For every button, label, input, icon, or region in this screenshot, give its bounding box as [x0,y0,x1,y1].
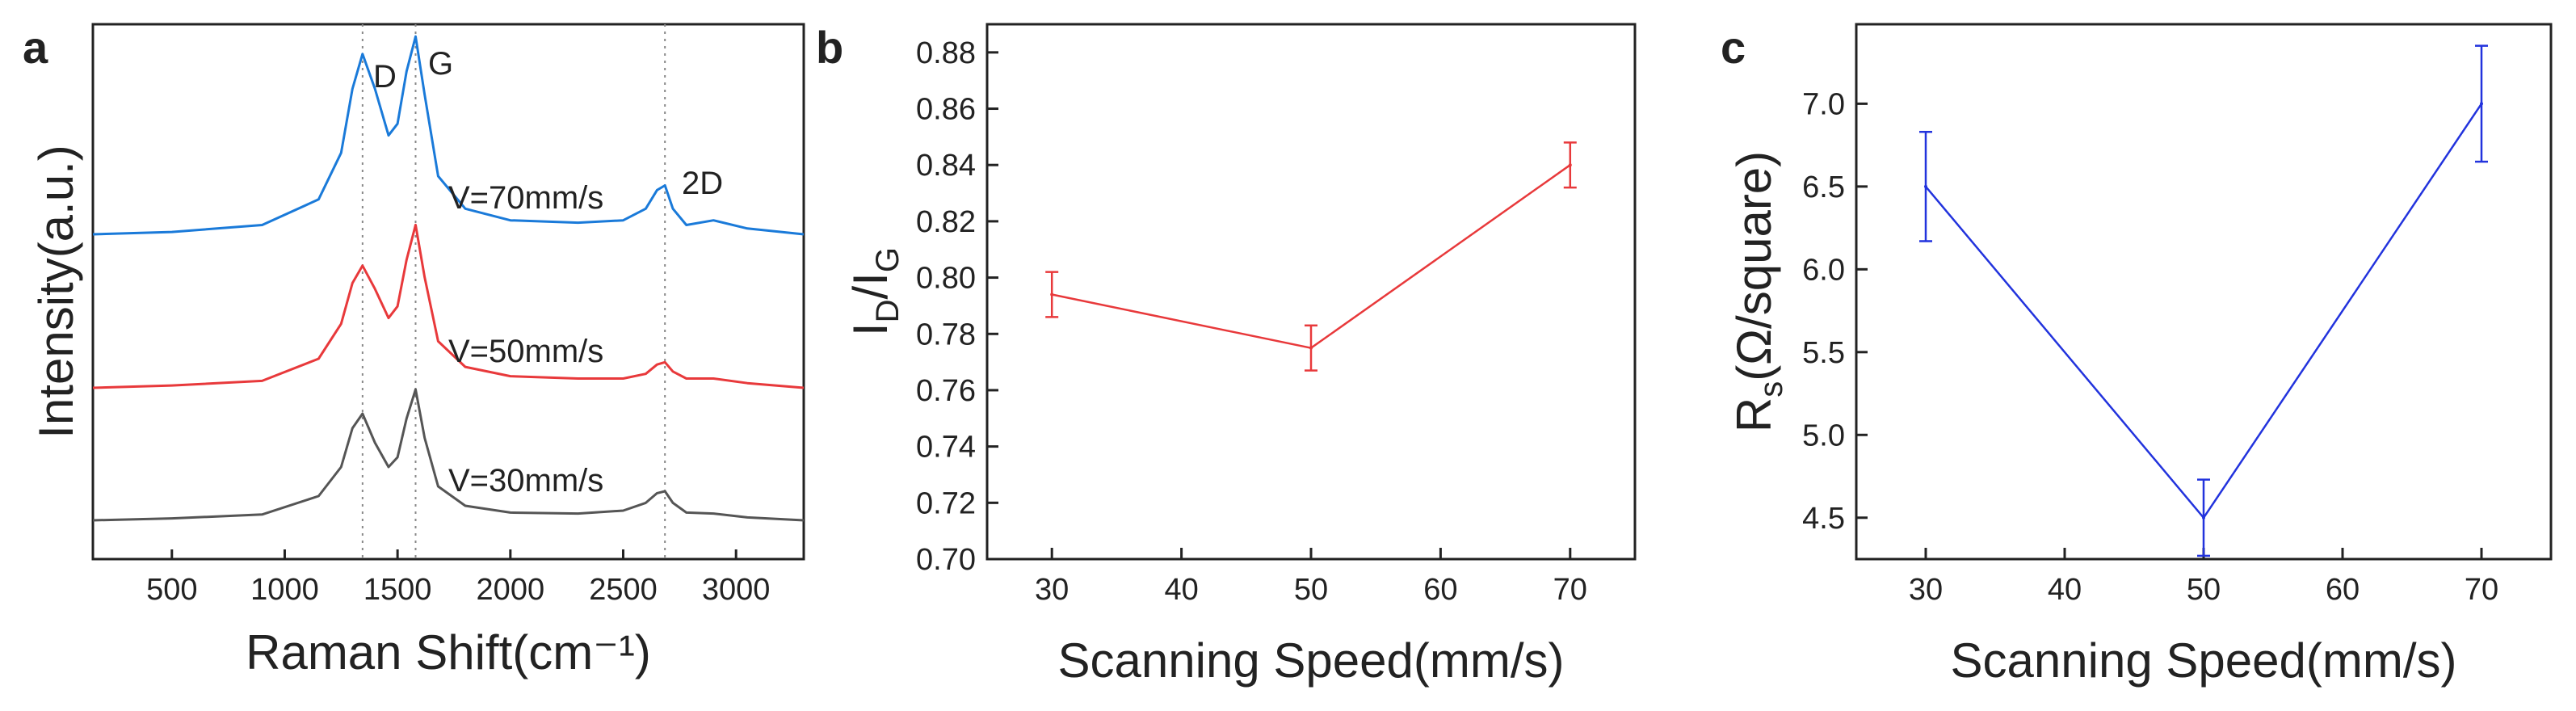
panel-c: 30 40 50 60 70 4.5 5.0 5.5 6.0 6.5 7.0 Scanning Sp… [1727,23,2553,688]
x-tick-label: 40 [1164,573,1198,607]
x-tick-label: 60 [2326,573,2360,607]
panel-b-series [1045,141,1577,372]
x-tick-label: 1500 [363,573,432,607]
x-tick-label: 70 [1553,573,1587,607]
series-label-50: V=50mm/s [448,334,603,369]
data-point [1568,163,1572,167]
data-point [2480,102,2483,106]
x-tick-label: 2500 [589,573,658,607]
x-tick-label: 50 [1294,573,1328,607]
y-tick-label: 0.88 [916,36,976,70]
panel-a-x-axis-title: Raman Shift(cm⁻¹) [246,625,651,679]
spectrum-line-2 [92,388,805,522]
data-line [1925,103,2483,520]
peak-label-g: G [428,46,453,82]
panel-c-ticks: 30 40 50 60 70 4.5 5.0 5.5 6.0 6.5 7.0 [1802,87,2498,607]
series-label-30: V=30mm/s [448,463,603,499]
svg-text:ID/IG: ID/IG [843,247,906,336]
panel-c-x-axis-title: Scanning Speed(mm/s) [1951,633,2457,688]
x-tick-label: 2000 [477,573,545,607]
y-tick-label: 0.72 [916,486,976,520]
y-tick-label: 4.5 [1802,502,1845,536]
x-tick-label: 3000 [702,573,771,607]
panel-b-ticks: 30 40 50 60 70 0.70 0.72 0.74 0.76 0.78 0.80 0.82 0.… [916,36,1587,607]
panel-b: 30 40 50 60 70 0.70 0.72 0.74 0.76 0.78 0.80 0.82 0.… [843,23,1637,688]
panel-c-series [1919,44,2488,557]
peak-label-d: D [373,59,397,95]
panel-a-plot-frame [91,23,805,561]
panel-a-reference-lines [361,24,666,559]
panel-a-letter: a [23,22,48,73]
data-line [1051,164,1571,350]
panel-c-y-axis-title: Rs(Ω/square) [1727,151,1789,432]
x-tick-label: 50 [2187,573,2221,607]
panel-a-series [92,35,805,522]
y-tick-label: 0.78 [916,318,976,351]
panel-b-ylabel-sub2: G [870,247,906,272]
y-tick-label: 0.76 [916,374,976,408]
y-tick-label: 0.80 [916,262,976,296]
spectrum-line-0 [92,35,805,236]
series-label-70: V=70mm/s [448,180,603,216]
spectrum-line-1 [92,223,805,389]
x-tick-label: 30 [1909,573,1943,607]
panel-b-y-axis-title: ID/IG [843,247,906,336]
panel-b-ylabel-slash: /I [843,272,897,299]
panel-b-ylabel-main: I [843,322,897,336]
data-point [1050,292,1054,297]
y-tick-label: 7.0 [1802,87,1845,121]
data-point [1309,346,1313,350]
panel-b-letter: b [816,22,843,73]
y-tick-label: 6.5 [1802,170,1845,204]
y-tick-label: 0.74 [916,431,976,465]
y-tick-label: 5.5 [1802,336,1845,370]
panel-c-ylabel-rest: (Ω/square) [1727,151,1781,381]
x-tick-label: 40 [2048,573,2082,607]
peak-label-2d: 2D [682,166,723,201]
panel-c-ylabel-sub: s [1754,381,1789,398]
svg-text:Rs(Ω/square): Rs(Ω/square) [1727,151,1789,432]
x-tick-label: 30 [1035,573,1069,607]
x-tick-label: 500 [146,573,197,607]
data-point [2202,515,2205,520]
y-tick-label: 0.86 [916,93,976,127]
y-tick-label: 5.0 [1802,419,1845,452]
panel-a: 500 1000 1500 2000 2500 3000 D G 2D V=70mm/s … [29,23,805,679]
panel-b-plot-frame [985,23,1637,561]
x-tick-label: 70 [2465,573,2498,607]
panel-a-y-axis-title: Intensity(a.u.) [29,145,83,439]
panel-a-x-ticks: 500 1000 1500 2000 2500 3000 [146,549,770,607]
x-tick-label: 1000 [250,573,319,607]
y-tick-label: 0.84 [916,149,976,183]
x-tick-label: 60 [1423,573,1457,607]
y-tick-label: 0.82 [916,205,976,239]
panel-b-x-axis-title: Scanning Speed(mm/s) [1058,633,1565,688]
y-tick-label: 0.70 [916,543,976,577]
data-point [1924,184,1927,188]
y-tick-label: 6.0 [1802,253,1845,287]
panel-c-letter: c [1721,22,1746,73]
panel-c-ylabel-main: R [1727,398,1781,432]
panel-b-ylabel-sub1: D [870,299,906,322]
